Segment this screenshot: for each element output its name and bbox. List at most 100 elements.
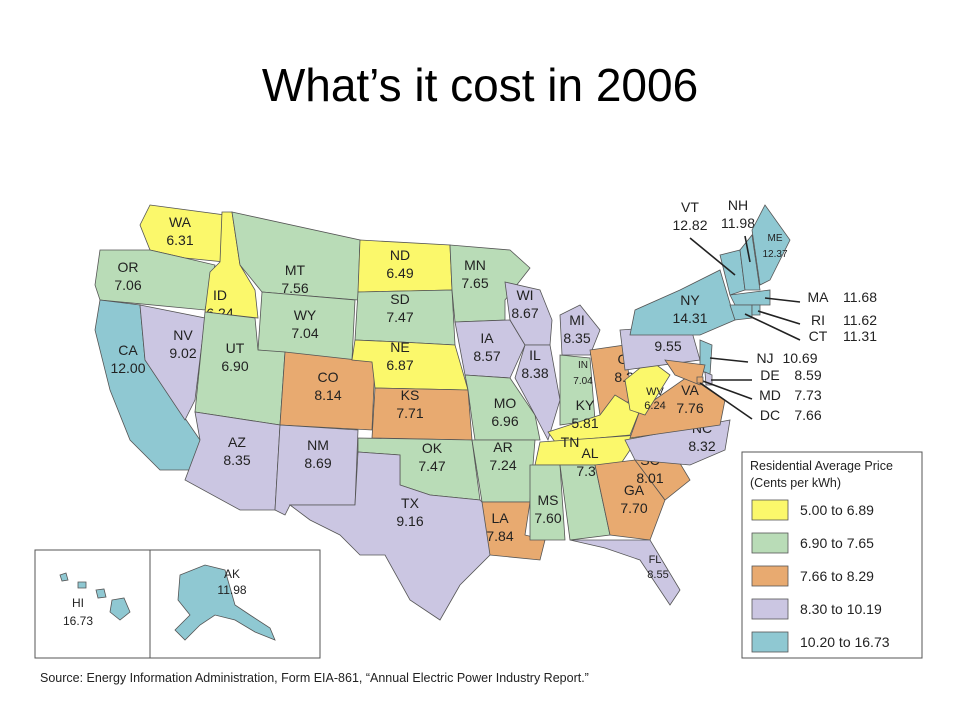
state-abbr: WV [646,386,664,398]
state-region [174,564,276,641]
state-abbr: TX [401,495,420,511]
state-region [696,376,704,384]
state-value: 7.65 [461,275,488,291]
legend-label: 6.90 to 7.65 [800,535,874,551]
state-value: 8.38 [521,365,548,381]
state-value: 7.06 [114,277,141,293]
state-value: 10.69 [782,350,817,366]
state-value: 8.01 [636,470,663,486]
state-value: 7.04 [291,325,318,341]
state-abbr: HI [72,596,84,610]
state-abbr: MA [808,289,830,305]
state-abbr: CT [809,328,828,344]
inset-frame [34,549,321,659]
state-region [739,234,761,291]
state-region [454,319,526,379]
state-abbr: NV [173,327,193,343]
state-abbr: VA [681,382,699,398]
state-value: 7.73 [794,387,821,403]
state-value: 8.35 [223,452,250,468]
state-value: 6.24 [644,400,665,412]
legend-label: 8.30 to 10.19 [800,601,882,617]
state-value: 11.98 [217,583,246,597]
legend-title: (Cents per kWh) [750,476,841,490]
state-abbr: WI [516,287,533,303]
state-value: 6.31 [166,232,193,248]
state-value: 11.31 [843,328,877,344]
state-value: 7.04 [573,376,593,387]
state-value: 6.90 [221,358,248,374]
callout-line [689,237,736,276]
state-value: 6.49 [386,265,413,281]
state-abbr: MO [494,395,517,411]
state-value: 8.32 [688,438,715,454]
callout-line [744,313,801,341]
callout-line [757,310,801,325]
callout-line [709,357,749,363]
state-value: 8.35 [563,330,590,346]
state-region [569,539,681,606]
state-abbr: AR [493,439,512,455]
state-value: 6.96 [491,413,518,429]
state-value: 8.55 [647,569,668,581]
state-abbr: IA [480,330,494,346]
state-value: 7.24 [489,457,516,473]
state-abbr: AK [224,567,240,581]
state-abbr: MN [464,257,486,273]
state-abbr: NM [307,437,329,453]
state-region [729,289,771,306]
state-abbr: MI [569,312,585,328]
state-abbr: TN [561,434,580,450]
source-note: Source: Energy Information Administratio… [40,671,589,685]
state-value: 7.70 [620,500,647,516]
state-abbr: DE [760,367,779,383]
state-abbr: ME [768,233,783,244]
callout-line [699,382,753,420]
callout-line [764,297,801,303]
state-abbr: ND [390,247,410,263]
state-region [59,572,131,621]
state-value: 11.98 [721,215,755,231]
state-value: 8.59 [794,367,821,383]
legend-box [741,451,923,659]
legend-label: 5.00 to 6.89 [800,502,874,518]
state-value: 9.16 [396,513,423,529]
legend-label: 7.66 to 8.29 [800,568,874,584]
state-abbr: ID [213,287,227,303]
state-region [139,304,206,421]
state-abbr: OK [422,440,443,456]
state-abbr: KY [576,397,595,413]
state-region [751,304,761,316]
state-abbr: NY [680,292,700,308]
state-value: 8.14 [314,387,341,403]
state-value: 7.76 [676,400,703,416]
state-abbr: SD [390,291,409,307]
state-abbr: AL [581,445,598,461]
state-value: 12.82 [672,217,707,233]
state-region [279,351,376,431]
state-abbr: NE [390,339,409,355]
legend-title: Residential Average Price [750,459,893,473]
slide-title: What’s it cost in 2006 [261,59,699,111]
state-abbr: NH [728,197,748,213]
legend-swatch [751,598,789,620]
state-value: 9.55 [654,338,681,354]
state-region [629,374,726,439]
state-abbr: MT [285,262,306,278]
state-region [664,359,706,386]
legend-swatch [751,565,789,587]
state-value: 11.62 [843,312,877,328]
state-abbr: VT [681,199,699,215]
state-value: 5.81 [571,415,598,431]
callout-line [699,379,753,400]
state-abbr: DC [760,407,780,423]
state-region [288,451,501,621]
state-abbr: WA [169,214,192,230]
state-value: 9.02 [169,345,196,361]
state-region [514,344,561,442]
legend-swatch [751,499,789,521]
state-value: 7.47 [386,309,413,325]
state-value: 7.71 [396,405,423,421]
state-region [449,244,531,323]
